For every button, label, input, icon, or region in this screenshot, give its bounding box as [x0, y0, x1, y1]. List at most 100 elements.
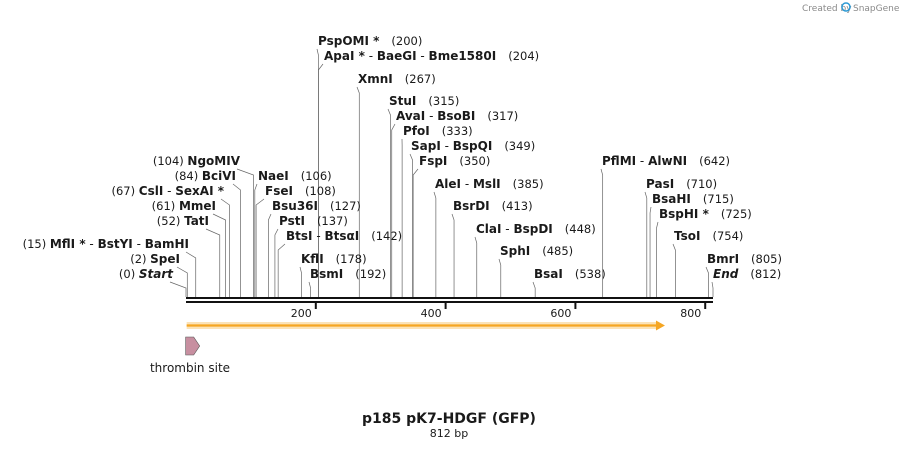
site-label: PspOMI * (200) [318, 34, 422, 48]
site-enzyme-name: BstYI [98, 237, 133, 251]
site-30: Bsu36I (127) [268, 199, 361, 297]
site-position: (385) [513, 177, 544, 191]
site-enzyme-name: BsoBI [437, 109, 475, 123]
site-position: (350) [459, 154, 490, 168]
site-enzyme-name: KflI [301, 252, 324, 266]
site-label: SphI (485) [500, 244, 573, 258]
site-32: BtsI - BtsαI (142) [277, 229, 402, 297]
site-enzyme-name: AleI [435, 177, 461, 191]
site-24: (52) TatI [157, 214, 221, 297]
site-position: (192) [355, 267, 386, 281]
site-position: (538) [575, 267, 606, 281]
site-position: (754) [712, 229, 743, 243]
site-21: (84) BciVI [175, 169, 241, 297]
site-6: SapI - BspQI (349) [409, 139, 535, 297]
site-position: (642) [699, 154, 730, 168]
site-connector [277, 243, 286, 297]
site-label: PstI (137) [279, 214, 348, 228]
site-13: PflMI - AlwNI (642) [600, 154, 730, 297]
site-label: Bsu36I (127) [272, 199, 361, 213]
site-28: NaeI (106) [254, 169, 332, 297]
site-enzyme-name: NaeI [258, 169, 289, 183]
site-5: PfoI (333) [401, 124, 473, 297]
site-27: (0) Start [119, 267, 187, 297]
site-position: (2) [130, 252, 150, 266]
site-position: (106) [301, 169, 332, 183]
site-26: (2) SpeI [130, 252, 188, 297]
site-enzyme-name: FseI [265, 184, 293, 198]
site-position: (485) [542, 244, 573, 258]
site-connector [711, 281, 714, 297]
site-25: (15) MflI * - BstYI - BamHI [23, 237, 197, 297]
site-label: BsaHI (715) [652, 192, 734, 206]
map-length: 812 bp [430, 427, 468, 440]
site-connector [532, 281, 536, 297]
site-enzyme-name: BtsαI [324, 229, 359, 243]
site-enzyme-name: ApaI * [324, 49, 366, 63]
site-label: (67) CslI - SexAI * [112, 184, 225, 198]
site-enzyme-name: BsaI [534, 267, 563, 281]
site-label: ClaI - BspDI (448) [476, 222, 596, 236]
site-enzyme-name: StuI [389, 94, 416, 108]
site-connector [433, 191, 437, 297]
site-15: BsaHI (715) [649, 192, 734, 297]
site-connector [656, 221, 659, 297]
site-16: BspHI * (725) [656, 207, 752, 297]
site-connector [169, 281, 187, 297]
backbone-strand-bottom [186, 301, 713, 303]
site-enzyme-name: PspOMI * [318, 34, 380, 48]
site-12: BsaI (538) [532, 267, 606, 297]
site-connector [705, 266, 709, 297]
site-10: ClaI - BspDI (448) [474, 222, 596, 297]
site-enzyme-name: BsrDI [453, 199, 490, 213]
site-connector [308, 281, 311, 297]
site-position: (84) [175, 169, 202, 183]
site-position: (267) [405, 72, 436, 86]
site-connector [356, 86, 360, 297]
site-8: AleI - MslI (385) [433, 177, 544, 297]
site-enzyme-name: MslI [473, 177, 501, 191]
site-label: End (812) [713, 267, 781, 281]
site-enzyme-name: SapI [411, 139, 441, 153]
site-label: (52) TatI [157, 214, 209, 228]
site-connector [600, 168, 604, 297]
site-connector [255, 198, 265, 297]
site-connector [391, 123, 396, 297]
site-label: PfoI (333) [403, 124, 473, 138]
site-enzyme-name: SpeI [150, 252, 180, 266]
site-enzyme-name: PasI [646, 177, 674, 191]
site-connector [644, 191, 648, 297]
credit-text: Created by [802, 4, 852, 14]
site-enzyme-name: TatI [184, 214, 209, 228]
site-label: (2) SpeI [130, 252, 180, 266]
site-label: (84) BciVI [175, 169, 236, 183]
site-enzyme-name: AlwNI [648, 154, 687, 168]
site-label: (15) MflI * - BstYI - BamHI [23, 237, 189, 251]
dna-backbone [186, 297, 713, 303]
map-title: p185 pK7-HDGF (GFP) [362, 411, 536, 427]
site-position: (61) [152, 199, 179, 213]
site-19: End (812) [711, 267, 781, 297]
site-connector [185, 251, 197, 297]
site-enzyme-name: PflMI [602, 154, 636, 168]
site-label: (104) NgoMIV [153, 154, 241, 168]
site-position: (448) [565, 222, 596, 236]
site-4: AvaI - BsoBI (317) [391, 109, 518, 297]
site-label: AleI - MslI (385) [435, 177, 544, 191]
site-enzyme-name: BsaHI [652, 192, 691, 206]
site-connector [299, 266, 302, 297]
site-enzyme-name: TsoI [674, 229, 700, 243]
site-label: BsaI (538) [534, 267, 606, 281]
site-connector [451, 213, 455, 297]
site-position: (52) [157, 214, 184, 228]
site-connector [498, 258, 502, 297]
site-enzyme-name: BspQI [453, 139, 493, 153]
site-enzyme-name: AvaI [396, 109, 425, 123]
site-position: (333) [442, 124, 473, 138]
site-enzyme-name: Bme1580I [429, 49, 497, 63]
site-position: (413) [502, 199, 533, 213]
site-position: (812) [750, 267, 781, 281]
site-enzyme-name: MmeI [179, 199, 216, 213]
site-33: KflI (178) [299, 252, 367, 297]
